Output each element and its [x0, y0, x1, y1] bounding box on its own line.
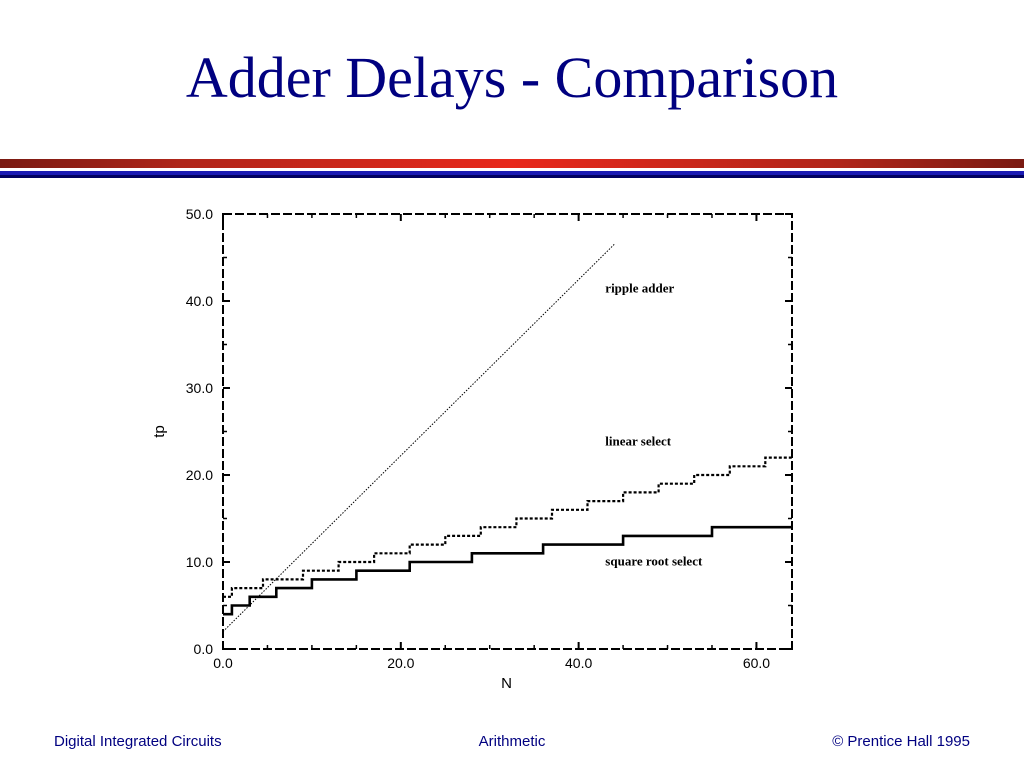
y-axis-title: tp — [151, 425, 168, 438]
series-line-3 — [223, 525, 792, 616]
slide-title: Adder Delays - Comparison — [185, 45, 839, 110]
x-axis-title: N — [501, 675, 512, 692]
footer-course: Digital Integrated Circuits — [54, 733, 222, 750]
y-tick-label: 50.0 — [186, 206, 213, 222]
series-label-2: linear select — [605, 433, 671, 448]
plot-frame — [222, 213, 793, 650]
y-tick-label: 30.0 — [186, 380, 213, 396]
y-tick-label: 0.0 — [194, 641, 214, 657]
y-tick-label: 20.0 — [186, 467, 213, 483]
header-rule-navy — [0, 175, 1024, 178]
y-tick-label: 10.0 — [186, 554, 213, 570]
header-rule-red — [0, 159, 1024, 168]
x-tick-label: 60.0 — [743, 655, 770, 671]
y-tick-label: 40.0 — [186, 293, 213, 309]
footer-copyright: © Prentice Hall 1995 — [832, 733, 970, 750]
series-line-2 — [223, 456, 792, 598]
plot-border — [222, 213, 793, 650]
series-layer — [222, 244, 792, 632]
footer-topic: Arithmetic — [478, 733, 546, 750]
series-label-3: square root select — [605, 553, 703, 568]
x-tick-label: 0.0 — [213, 655, 233, 671]
x-tick-label: 40.0 — [565, 655, 592, 671]
series-label-1: ripple adder — [605, 280, 674, 295]
series-line-1 — [222, 244, 615, 632]
axis-labels: 0.0 20.0 40.0 60.0 0.0 10.0 20.0 30.0 40.0 50.0 Nt… — [151, 206, 770, 692]
header-rule-blue — [0, 171, 1024, 175]
axis-ticks — [222, 213, 792, 650]
x-tick-label: 20.0 — [387, 655, 414, 671]
